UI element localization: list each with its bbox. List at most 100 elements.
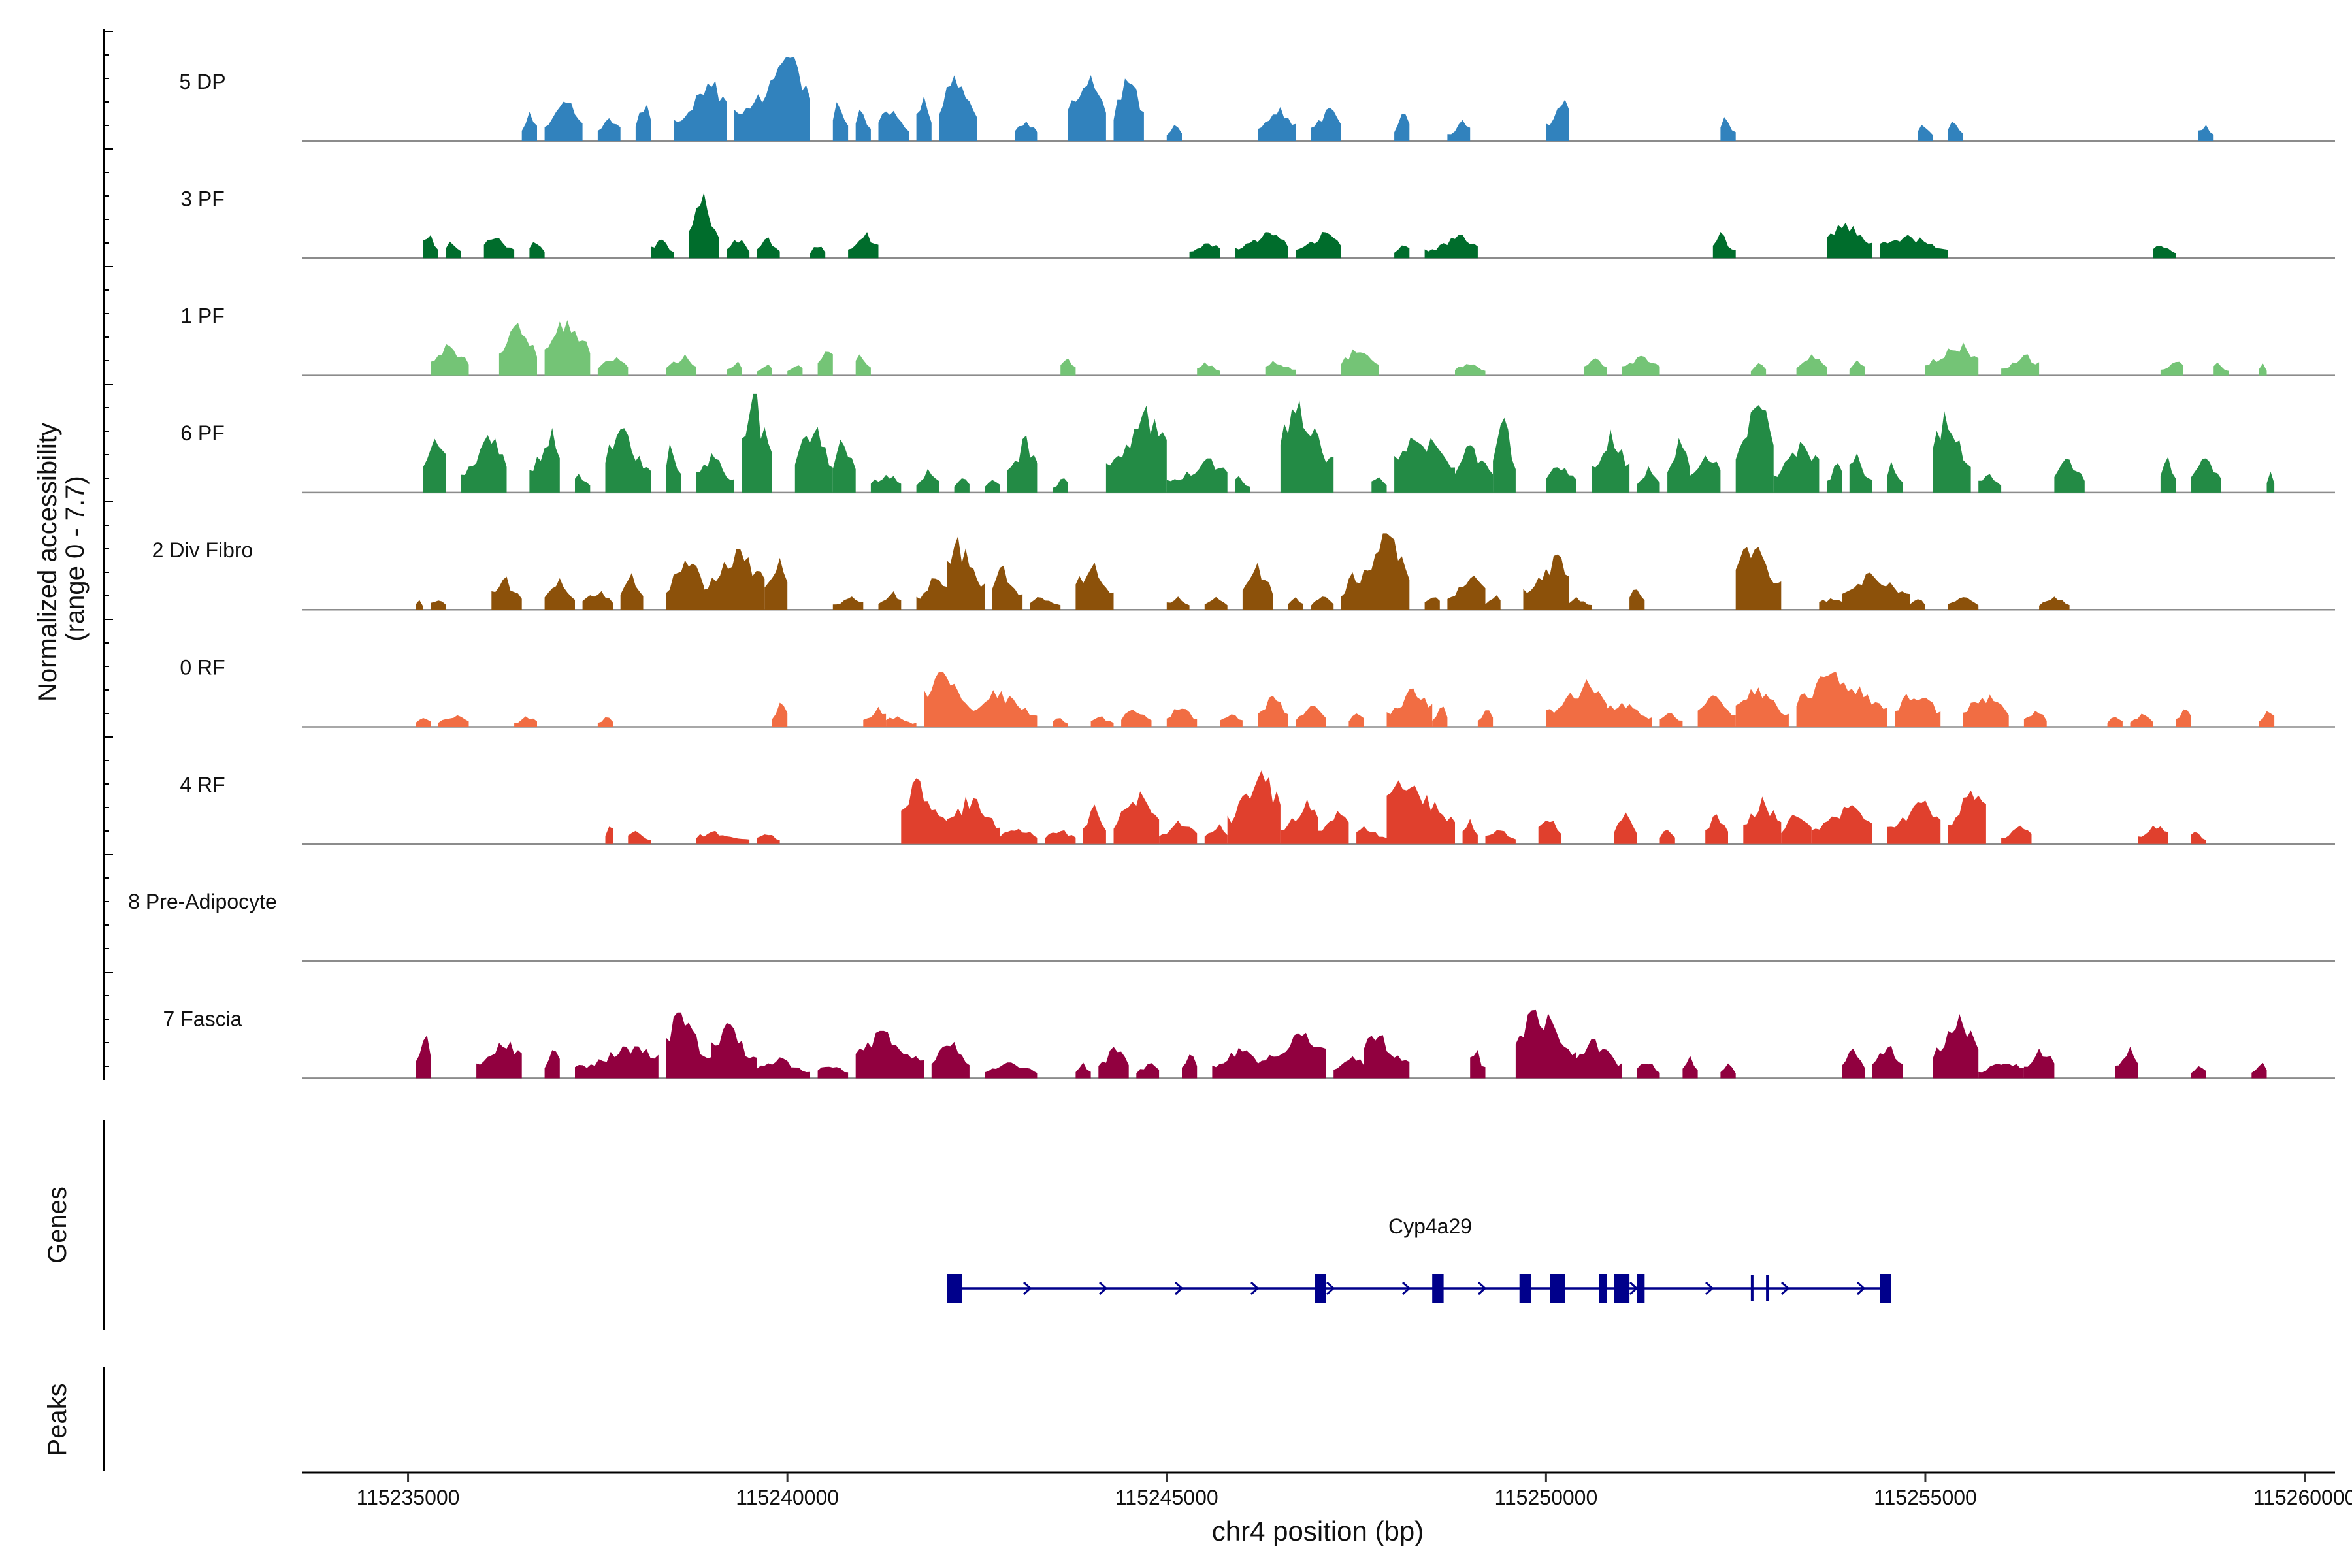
x-axis-tick-label: 115240000 bbox=[736, 1486, 839, 1509]
y-axis-label-line2: (range 0 - 7.7) bbox=[61, 476, 90, 641]
coverage-peak bbox=[1447, 575, 1486, 610]
coverage-peak bbox=[1842, 1048, 1865, 1079]
coverage-peak bbox=[992, 565, 1023, 610]
coverage-peak bbox=[878, 591, 902, 610]
coverage-peak bbox=[1485, 830, 1516, 844]
coverage-peak bbox=[1712, 232, 1736, 259]
coverage-peak bbox=[1607, 702, 1652, 727]
track-label: 2 Div Fibro bbox=[152, 538, 253, 562]
coverage-peak bbox=[1880, 235, 1948, 259]
coverage-peak bbox=[696, 830, 750, 844]
track-label: 4 RF bbox=[180, 773, 225, 796]
strand-arrow bbox=[1629, 1281, 1639, 1296]
coverage-peak bbox=[689, 192, 719, 259]
coverage-peak bbox=[514, 716, 537, 727]
coverage-peak bbox=[529, 427, 560, 493]
coverage-peak bbox=[1394, 245, 1410, 259]
x-axis-label: chr4 position (bp) bbox=[1212, 1516, 1424, 1546]
coverage-peak bbox=[529, 242, 545, 259]
coverage-peak bbox=[416, 718, 431, 727]
coverage-peak bbox=[985, 480, 1000, 493]
gene-exon bbox=[1766, 1275, 1769, 1301]
coverage-peak bbox=[2191, 1066, 2206, 1079]
coverage-peak bbox=[947, 536, 985, 610]
coverage-peak bbox=[2023, 711, 2047, 727]
coverage-peak bbox=[1485, 595, 1501, 610]
coverage-peak bbox=[1364, 1035, 1410, 1079]
gene-exon bbox=[947, 1274, 962, 1303]
coverage-peak bbox=[1258, 106, 1296, 141]
coverage-peak bbox=[2023, 1048, 2055, 1079]
coverage-peak bbox=[666, 354, 696, 376]
track-label: 7 Fascia bbox=[163, 1007, 242, 1030]
coverage-peak bbox=[1030, 597, 1061, 610]
coverage-peak bbox=[498, 323, 537, 376]
coverage-peak bbox=[1697, 695, 1736, 727]
coverage-peak bbox=[1690, 455, 1721, 493]
coverage-peak bbox=[597, 357, 629, 376]
coverage-peak bbox=[1053, 718, 1068, 727]
coverage-peak bbox=[1477, 710, 1494, 727]
peaks-panel: Peaks bbox=[43, 1367, 105, 1471]
coverage-peak bbox=[1750, 363, 1767, 376]
track-label: 8 Pre-Adipocyte bbox=[128, 890, 277, 913]
track-7-fascia: 7 Fascia bbox=[163, 1007, 2335, 1079]
coverage-peak bbox=[1311, 596, 1334, 610]
coverage-peak bbox=[1515, 1009, 1576, 1079]
coverage-peak bbox=[2191, 458, 2221, 493]
coverage-peak bbox=[575, 1046, 659, 1079]
y-axis-ticks bbox=[104, 31, 113, 1067]
coverage-peak bbox=[491, 576, 522, 610]
coverage-peak bbox=[1394, 437, 1455, 493]
coverage-peak bbox=[1075, 1062, 1091, 1079]
gene-exon bbox=[1315, 1274, 1326, 1303]
coverage-peak bbox=[1895, 694, 1941, 727]
track-label: 1 PF bbox=[180, 304, 225, 328]
strand-arrow bbox=[1402, 1281, 1411, 1296]
coverage-peak bbox=[711, 1022, 757, 1079]
coverage-peak bbox=[1258, 696, 1288, 727]
coverage-peak bbox=[1948, 122, 1963, 141]
coverage-peak bbox=[1166, 596, 1190, 610]
coverage-peak bbox=[1053, 478, 1068, 493]
coverage-peak bbox=[1386, 780, 1455, 844]
track-label: 0 RF bbox=[180, 656, 225, 679]
coverage-peak bbox=[1386, 688, 1433, 727]
coverage-peak bbox=[1546, 99, 1569, 141]
coverage-peak bbox=[727, 240, 750, 259]
coverage-peak bbox=[2213, 362, 2229, 376]
coverage-peak bbox=[1235, 232, 1288, 259]
coverage-peak bbox=[1925, 342, 1979, 376]
coverage-peak bbox=[1546, 467, 1576, 493]
coverage-peak bbox=[1735, 547, 1782, 610]
coverage-peak bbox=[416, 1035, 431, 1079]
coverage-peak bbox=[2266, 471, 2275, 493]
coverage-peak bbox=[2001, 825, 2032, 844]
gene-exon bbox=[1637, 1274, 1645, 1303]
coverage-peak bbox=[666, 443, 681, 493]
coverage-peak bbox=[870, 474, 902, 493]
coverage-peak bbox=[704, 549, 765, 610]
coverage-peak bbox=[1455, 364, 1486, 376]
coverage-peak bbox=[1015, 121, 1038, 141]
track-8-pre-adipocyte: 8 Pre-Adipocyte bbox=[128, 890, 2335, 962]
coverage-peak bbox=[947, 796, 1000, 844]
coverage-peak bbox=[2001, 354, 2040, 376]
coverage-peak bbox=[727, 361, 742, 376]
coverage-peak bbox=[575, 474, 591, 493]
x-axis-tick-label: 115235000 bbox=[357, 1486, 460, 1509]
coverage-peak bbox=[597, 118, 621, 141]
coverage-peak bbox=[1735, 687, 1789, 727]
coverage-peak bbox=[423, 235, 438, 259]
gene-exon bbox=[1599, 1274, 1607, 1303]
coverage-peak bbox=[2251, 1062, 2267, 1079]
coverage-peak bbox=[1242, 562, 1273, 610]
gene-exon bbox=[1614, 1274, 1630, 1303]
coverage-peak bbox=[1948, 597, 1979, 610]
coverage-peak bbox=[1720, 1063, 1736, 1079]
coverage-peak bbox=[1637, 1064, 1660, 1079]
coverage-peak bbox=[1887, 800, 1941, 844]
track-0-rf: 0 RF bbox=[180, 656, 2335, 728]
coverage-peak bbox=[2198, 125, 2214, 141]
